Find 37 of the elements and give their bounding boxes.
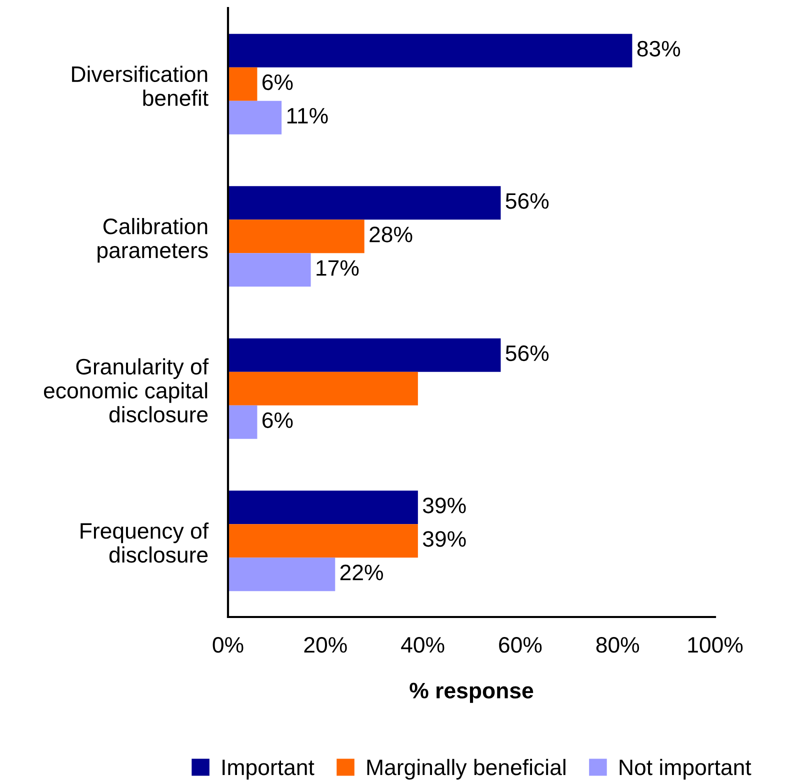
bar	[228, 338, 501, 372]
data-label: 6%	[262, 412, 293, 428]
bar	[228, 186, 501, 220]
legend-label: Important	[222, 760, 314, 780]
y-tick-label: Granularity of economic capital disclosure	[44, 358, 209, 422]
bar	[228, 524, 418, 558]
y-tick-label: Calibration parameters	[98, 218, 208, 263]
bar	[228, 220, 364, 254]
bar	[228, 34, 632, 68]
data-label: 39%	[422, 498, 466, 514]
bar	[228, 558, 336, 592]
bar	[228, 67, 258, 101]
data-label: 39%	[422, 531, 466, 547]
x-tick-label: 0%	[212, 637, 244, 653]
y-tick-label: Frequency of disclosure	[80, 522, 209, 563]
data-label: 56%	[506, 193, 549, 209]
legend-label: Not important	[620, 758, 752, 780]
data-label: 28%	[370, 226, 412, 242]
data-label: 22%	[340, 564, 383, 580]
x-tick-label: 20%	[304, 637, 347, 653]
x-tick-label: 60%	[499, 637, 542, 653]
bar	[228, 100, 282, 134]
x-tick-label: 80%	[596, 637, 640, 653]
data-label: 83%	[637, 40, 680, 57]
data-label: 56%	[506, 345, 549, 362]
bar	[228, 490, 418, 524]
bar	[228, 372, 418, 406]
data-label: 17%	[316, 260, 359, 276]
data-label: 11%	[287, 108, 328, 124]
data-label: 6%	[262, 74, 293, 90]
bar	[228, 405, 258, 439]
bar	[228, 253, 311, 287]
x-tick-label: 40%	[401, 637, 444, 653]
legend-label: Marginally beneficial	[367, 758, 566, 780]
y-tick-label: Diversification benefit	[72, 66, 208, 106]
x-axis-title: % response	[410, 682, 534, 703]
x-tick-label: 100%	[688, 637, 743, 653]
